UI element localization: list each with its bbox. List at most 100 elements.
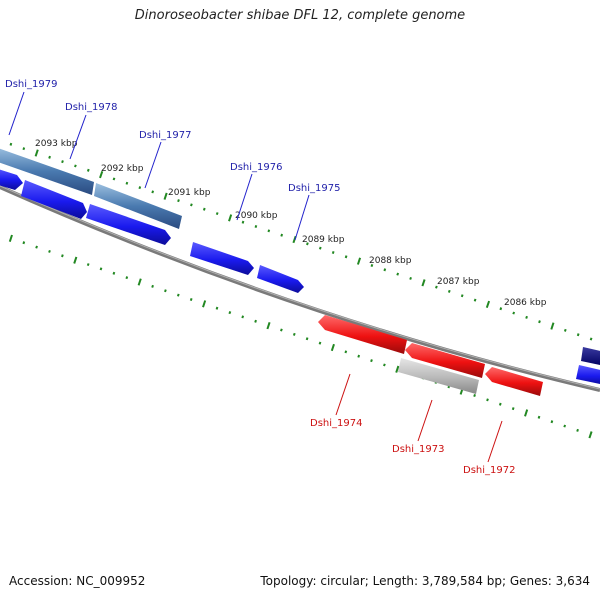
major-tick [356, 257, 362, 265]
gene-arrow-forward[interactable] [0, 168, 23, 190]
minor-tick [563, 424, 567, 428]
major-tick [485, 300, 491, 309]
major-tick [266, 321, 271, 330]
minor-tick [525, 315, 528, 319]
gene-arrow-dshi-1973-pseudo [398, 358, 479, 394]
minor-tick [563, 328, 567, 332]
minor-tick [280, 233, 284, 237]
minor-tick [318, 341, 322, 345]
minor-tick [409, 276, 412, 280]
gene-label-dshi-1979[interactable]: Dshi_1979 [5, 79, 57, 90]
minor-tick [383, 268, 387, 272]
leader-line-dshi-1978 [69, 114, 87, 160]
minor-tick [189, 297, 193, 302]
minor-tick [35, 245, 38, 249]
gene-arrow-dshi-1977[interactable] [86, 204, 171, 245]
minor-tick [177, 199, 180, 203]
gene-label-dshi-1973[interactable]: Dshi_1973 [392, 444, 444, 455]
map-title: Dinoroseobacter shibae DFL 12, complete … [134, 8, 466, 23]
minor-tick [48, 249, 51, 253]
minor-tick [589, 337, 593, 341]
gene-arrow-dshi-1974[interactable] [318, 315, 407, 354]
minor-tick [473, 298, 477, 302]
tick-label-2090: 2090 kbp [235, 211, 278, 221]
tick-label-2087: 2087 kbp [437, 277, 480, 287]
minor-tick [331, 250, 335, 255]
minor-tick [576, 428, 579, 432]
major-tick [202, 300, 207, 308]
minor-tick [151, 284, 154, 288]
gene-arrow-dshi-1972[interactable] [485, 367, 543, 396]
minor-tick [435, 285, 438, 289]
major-tick [421, 279, 426, 287]
gene-label-dshi-1975[interactable]: Dshi_1975 [288, 183, 340, 194]
minor-tick [125, 181, 129, 185]
minor-tick [396, 272, 400, 276]
minor-tick [61, 254, 64, 258]
gene-label-dshi-1976[interactable]: Dshi_1976 [230, 162, 282, 173]
gene-arrow-dshi-1975[interactable] [257, 265, 304, 293]
gene-arrow-edge-forward[interactable] [576, 365, 600, 385]
minor-tick [164, 289, 167, 293]
minor-tick [344, 350, 348, 354]
operon-band-left [0, 148, 94, 195]
leader-line-dshi-1979 [8, 91, 25, 136]
gene-arrow-dshi-1973[interactable] [405, 343, 485, 378]
minor-tick [254, 319, 257, 323]
minor-tick [86, 168, 90, 172]
minor-tick [9, 142, 13, 146]
minor-tick [576, 333, 580, 337]
minor-tick [215, 212, 219, 216]
gene-arrow-dshi-1976[interactable] [190, 242, 254, 275]
minor-tick [383, 363, 386, 367]
minor-tick [499, 307, 503, 311]
minor-tick [447, 289, 451, 293]
gene-label-dshi-1974[interactable]: Dshi_1974 [310, 418, 362, 429]
minor-tick [550, 420, 554, 424]
leader-line-dshi-1973 [417, 399, 433, 442]
minor-tick [202, 207, 206, 211]
minor-tick [537, 415, 541, 419]
major-tick [73, 256, 78, 264]
tick-label-2092: 2092 kbp [101, 164, 144, 174]
minor-tick [86, 263, 90, 267]
minor-tick [357, 354, 361, 358]
leader-line-dshi-1972 [487, 420, 503, 463]
gene-label-dshi-1972[interactable]: Dshi_1972 [463, 465, 515, 476]
minor-tick [344, 255, 348, 259]
major-tick [163, 192, 168, 200]
minor-tick [215, 306, 219, 310]
major-tick [395, 365, 400, 373]
major-tick [524, 409, 529, 417]
tick-label-2089: 2089 kbp [302, 235, 345, 245]
minor-tick [318, 246, 322, 250]
minor-tick [292, 332, 296, 336]
gene-label-dshi-1978[interactable]: Dshi_1978 [65, 102, 117, 113]
minor-tick [228, 311, 232, 315]
minor-tick [498, 402, 502, 406]
minor-tick [280, 328, 283, 332]
minor-tick [460, 294, 464, 298]
major-tick [99, 170, 104, 179]
tick-label-2088: 2088 kbp [369, 256, 412, 266]
minor-tick [473, 393, 476, 398]
outer-tick-ring [9, 142, 593, 341]
leader-line-dshi-1977 [144, 141, 162, 189]
minor-tick [511, 407, 515, 411]
minor-tick [538, 320, 541, 324]
minor-tick [241, 220, 245, 224]
inner-tick-ring [8, 234, 593, 439]
minor-tick [138, 186, 142, 190]
gene-label-dshi-1977[interactable]: Dshi_1977 [139, 130, 191, 141]
minor-tick [267, 229, 271, 233]
minor-tick [151, 190, 155, 194]
gene-arrow-edge-dark[interactable] [581, 347, 600, 366]
major-tick [137, 278, 142, 286]
minor-tick [512, 311, 516, 315]
gene-arrow-dshi-1978[interactable] [21, 180, 87, 219]
leader-line-dshi-1975 [294, 194, 310, 241]
minor-tick [190, 203, 193, 207]
major-tick [8, 234, 13, 243]
